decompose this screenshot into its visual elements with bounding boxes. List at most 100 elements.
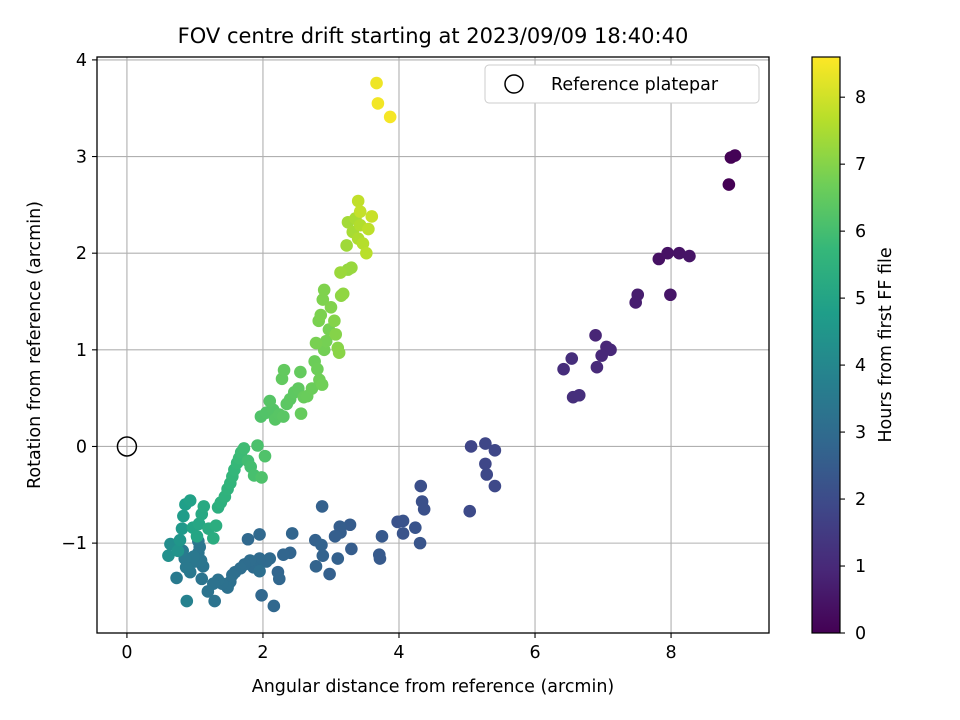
colorbar-ticks: 0 1 2 3 4 5 6 7 8 (840, 88, 866, 644)
data-point (173, 533, 187, 547)
reference-platepar-marker (116, 436, 138, 457)
data-point (722, 178, 736, 191)
data-point (572, 388, 586, 402)
data-point (479, 437, 492, 450)
data-point (258, 449, 272, 463)
plot-area (96, 56, 770, 634)
data-point (309, 336, 323, 350)
data-point (272, 572, 286, 586)
data-point (309, 560, 323, 573)
data-point (595, 349, 608, 362)
data-point (315, 378, 329, 391)
data-point (209, 519, 223, 533)
data-point (314, 308, 328, 322)
data-point (351, 194, 365, 208)
data-point (557, 362, 570, 376)
y-tick-label: 3 (76, 148, 87, 168)
data-point (417, 502, 431, 516)
grid-lines (97, 57, 769, 633)
y-tick-label: 1 (76, 341, 87, 361)
data-point (319, 334, 333, 348)
data-point (353, 205, 367, 218)
chart-title: FOV centre drift starting at 2023/09/09 … (178, 24, 689, 48)
data-point (253, 528, 266, 541)
data-point (331, 552, 345, 565)
data-point (332, 346, 346, 360)
data-point (488, 479, 502, 493)
y-tick-label: 4 (76, 51, 87, 71)
data-point (323, 567, 336, 581)
data-point (375, 530, 389, 543)
x-axis-label: Angular distance from reference (arcmin) (252, 677, 615, 697)
data-point (409, 521, 422, 534)
data-point (362, 222, 375, 236)
data-point (373, 552, 387, 565)
data-point (365, 210, 379, 223)
legend-box (484, 64, 760, 104)
data-point (201, 585, 215, 598)
data-point (294, 407, 308, 420)
data-point (277, 548, 290, 562)
legend-label: Reference platepar (551, 75, 719, 95)
data-point (343, 518, 357, 532)
data-point (728, 149, 742, 162)
data-point (371, 97, 385, 110)
y-tick-label: 2 (76, 244, 87, 264)
data-point (195, 572, 209, 586)
data-point (316, 293, 330, 306)
data-point (356, 237, 370, 250)
x-tick-label: 8 (665, 643, 676, 663)
colorbar-tick-label: 7 (855, 155, 866, 175)
colorbar-tick-label: 5 (855, 289, 866, 309)
data-point (207, 531, 220, 545)
legend: Reference platepar (484, 64, 760, 104)
data-point (251, 439, 264, 452)
x-axis-ticks: 0 2 4 6 8 (121, 633, 677, 663)
data-point (329, 328, 343, 341)
data-point (396, 514, 410, 528)
x-tick-label: 0 (121, 643, 132, 663)
data-point (328, 314, 341, 328)
data-point (208, 594, 221, 608)
data-point (396, 527, 410, 540)
legend-marker-icon (504, 74, 524, 94)
data-point (345, 261, 358, 274)
data-point (170, 571, 183, 585)
data-point (175, 522, 189, 535)
data-point (241, 532, 255, 546)
data-point (488, 444, 502, 457)
data-point (190, 530, 204, 543)
y-axis-label: Rotation from reference (arcmin) (25, 201, 45, 489)
data-point (183, 494, 197, 507)
data-point (171, 544, 185, 558)
data-point (464, 440, 478, 453)
colorbar: 0 1 2 3 4 5 6 7 8 Hours from first FF file (811, 56, 896, 644)
reference-point (116, 436, 138, 457)
colorbar-tick-label: 4 (855, 356, 866, 376)
data-point (197, 500, 211, 513)
data-point (315, 500, 329, 513)
data-point (328, 530, 342, 543)
data-point (316, 549, 330, 562)
data-point (180, 594, 194, 608)
data-point (683, 249, 696, 263)
data-point (277, 363, 291, 377)
data-points (162, 76, 742, 613)
data-point (463, 504, 477, 518)
data-point (294, 365, 307, 379)
data-point (253, 564, 266, 578)
y-tick-label: 0 (76, 437, 87, 457)
data-point (565, 352, 579, 365)
colorbar-tick-label: 1 (855, 557, 866, 577)
colorbar-tick-label: 6 (855, 222, 866, 242)
colorbar-tick-label: 2 (855, 490, 866, 510)
data-point (317, 283, 331, 297)
data-point (414, 479, 428, 493)
data-point (311, 362, 324, 376)
x-tick-label: 4 (393, 643, 404, 663)
x-tick-label: 6 (529, 643, 540, 663)
data-point (255, 589, 268, 602)
data-point (340, 239, 353, 252)
data-point (661, 246, 674, 260)
